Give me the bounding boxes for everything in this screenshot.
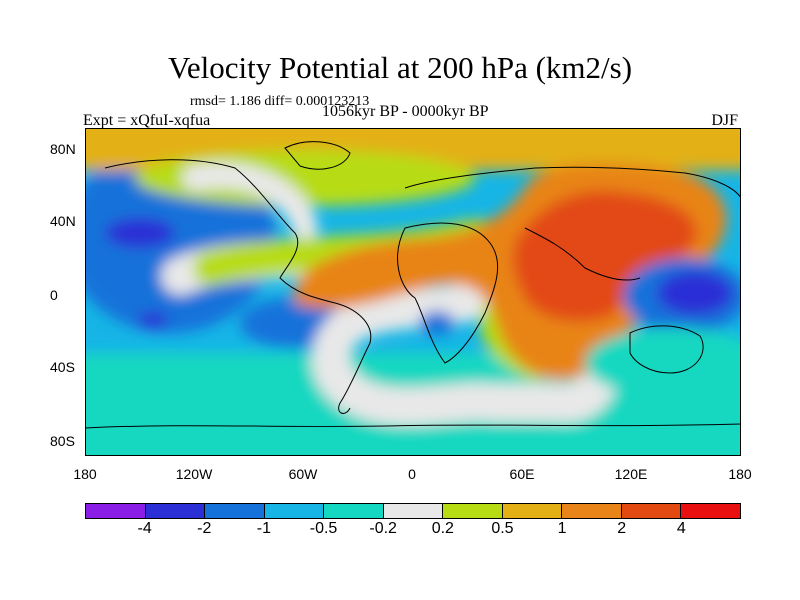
velocity-potential-field (85, 128, 741, 456)
field-africa-low (419, 311, 455, 335)
coast-australia (629, 325, 704, 374)
colorbar-swatch (383, 504, 444, 518)
plot-title: Velocity Potential at 200 hPa (km2/s) (167, 50, 633, 85)
colorbar-swatch (205, 504, 265, 518)
lat-tick-40s: 40S (50, 359, 75, 375)
colorbar-swatch (443, 504, 503, 518)
field-maritime-core (657, 271, 733, 315)
season-label: DJF (711, 112, 738, 129)
field-pacific-core (105, 218, 175, 248)
coast-asia-south (524, 227, 641, 281)
colorbar-labels: -4 -2 -1 -0.5 -0.2 0.2 0.5 1 2 4 (85, 520, 741, 540)
colorbar-swatch (324, 504, 384, 518)
lat-tick-40n: 40N (50, 213, 76, 229)
colorbar-label: -1 (256, 520, 272, 537)
coast-antarctica (85, 423, 741, 429)
coast-south-america (334, 302, 372, 414)
stats-label: rmsd= 1.186 diff= 0.000123213 (190, 94, 370, 109)
colorbar-swatch (86, 504, 146, 518)
experiment-label: Expt = xQfuI-xqfua (83, 112, 211, 129)
field-red-core (513, 190, 697, 322)
colorbar-label: -4 (137, 520, 152, 537)
coast-eurasia (404, 166, 741, 199)
lon-tick-0: 0 (408, 466, 416, 482)
coast-north-america (104, 159, 336, 304)
coast-africa (397, 222, 499, 364)
colorbar-swatch (562, 504, 622, 518)
map-plot (85, 128, 741, 456)
field-australia-band (585, 328, 741, 398)
lon-tick-180e: 180 (728, 466, 752, 482)
colorbar-label: 0.2 (431, 520, 454, 537)
coastlines (85, 141, 741, 429)
colorbar (85, 503, 741, 519)
period-label: 1056kyr BP - 0000kyr BP (322, 103, 489, 120)
colorbar-swatch (502, 504, 563, 518)
colorbar-label: -0.2 (369, 520, 397, 537)
lon-tick-180w: 180 (73, 466, 97, 482)
field-white-zone-north (182, 162, 318, 241)
colorbar-label: -0.5 (309, 520, 338, 537)
lon-tick-120e: 120E (614, 466, 648, 482)
lon-tick-60e: 60E (509, 466, 535, 482)
colorbar-swatch (621, 504, 682, 518)
lon-tick-120w: 120W (175, 466, 213, 482)
colorbar-label: -2 (197, 520, 212, 537)
colorbar-label: 4 (676, 520, 686, 537)
colorbar-swatch (264, 504, 325, 518)
lat-tick-0: 0 (50, 287, 58, 303)
colorbar-swatch (145, 504, 206, 518)
lon-tick-60w: 60W (288, 466, 318, 482)
colorbar-label: 1 (557, 520, 567, 537)
lat-tick-80s: 80S (50, 433, 75, 449)
lat-tick-80n: 80N (50, 141, 76, 157)
colorbar-label: 0.5 (491, 520, 514, 537)
coast-greenland (284, 141, 351, 170)
colorbar-swatch (681, 504, 741, 518)
colorbar-label: 2 (617, 520, 627, 537)
field-pacific-core-2 (138, 312, 168, 328)
